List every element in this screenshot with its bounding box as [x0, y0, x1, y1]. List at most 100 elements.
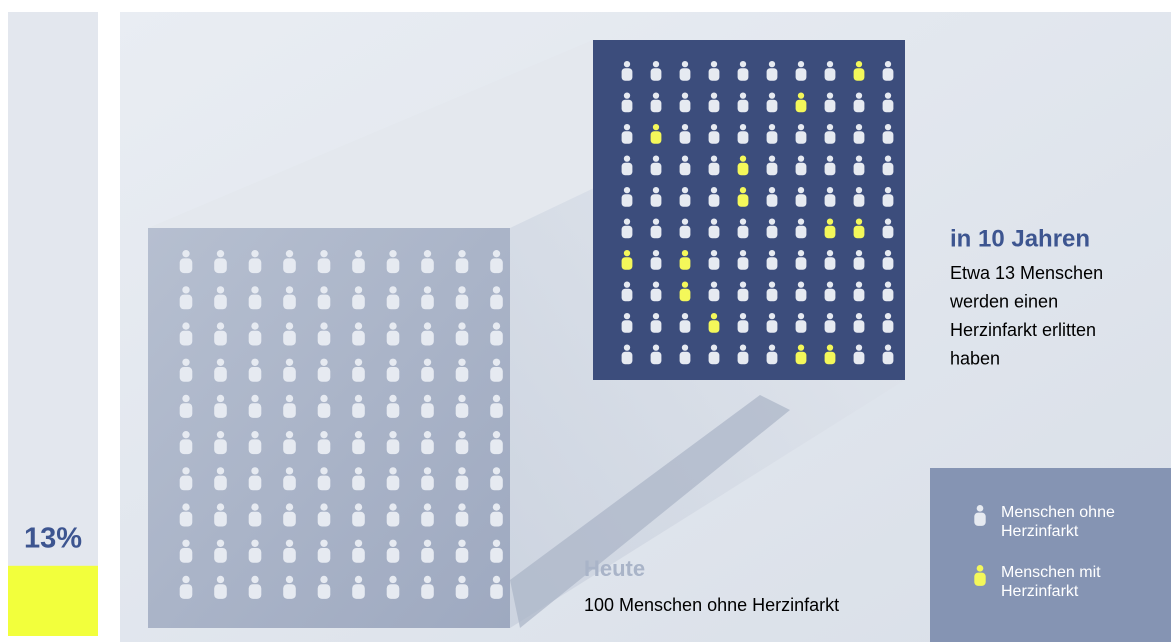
person-head	[389, 358, 397, 366]
person-icon	[679, 218, 691, 239]
person-head	[492, 539, 501, 547]
person-body	[708, 257, 720, 270]
person-head	[739, 250, 747, 257]
person-icon	[386, 467, 400, 491]
person-body	[317, 258, 331, 274]
person-body	[386, 367, 400, 382]
person-head	[652, 187, 660, 194]
person-icon	[352, 575, 365, 599]
person-head	[458, 431, 466, 439]
person-body	[421, 403, 434, 418]
person-head	[285, 539, 294, 547]
person-icon	[283, 322, 296, 346]
person-body	[708, 131, 720, 144]
person-body	[679, 162, 691, 176]
person-icon	[853, 187, 865, 207]
person-body	[679, 257, 691, 270]
person-icon	[882, 313, 894, 333]
person-icon	[766, 218, 778, 239]
person-head	[884, 281, 892, 288]
person-body	[421, 511, 434, 527]
person-head	[826, 187, 834, 194]
person-body	[737, 162, 749, 176]
person-icon	[795, 281, 807, 302]
future-text: Etwa 13 Menschen	[950, 263, 1103, 283]
person-icon	[283, 358, 296, 382]
person-icon	[317, 286, 331, 310]
person-body	[455, 294, 469, 310]
person-head	[623, 92, 631, 99]
person-icon	[352, 250, 365, 274]
legend-text: Menschen mit	[1001, 564, 1101, 581]
person-body	[490, 403, 503, 418]
person-body	[882, 225, 894, 239]
person-head	[423, 322, 432, 330]
person-body	[853, 131, 865, 144]
person-head	[423, 503, 432, 511]
person-head	[354, 431, 363, 439]
person-head	[855, 61, 863, 68]
percent-label: 13%	[24, 523, 82, 555]
person-body	[824, 194, 836, 207]
person-head	[458, 394, 466, 403]
person-icon	[737, 61, 749, 81]
person-icon	[737, 124, 749, 144]
person-head	[320, 394, 328, 403]
person-icon	[179, 467, 193, 491]
person-body	[795, 162, 807, 176]
person-icon	[214, 322, 227, 346]
person-body	[882, 320, 894, 333]
person-head	[623, 250, 631, 257]
person-icon	[824, 250, 836, 270]
person-head	[492, 286, 501, 294]
legend-text: Menschen ohne	[1001, 504, 1115, 521]
person-icon	[766, 313, 778, 333]
person-head	[492, 503, 501, 511]
person-body	[283, 330, 296, 346]
person-body	[737, 99, 749, 113]
person-body	[386, 403, 400, 418]
person-body	[737, 288, 749, 302]
person-head	[389, 539, 397, 547]
person-head	[884, 155, 892, 162]
person-head	[320, 431, 328, 439]
person-icon	[974, 505, 986, 526]
arrow	[510, 395, 790, 628]
person-head	[458, 539, 466, 547]
person-head	[285, 503, 294, 511]
person-body	[214, 258, 227, 274]
person-icon	[853, 218, 865, 239]
legend-text: Herzinfarkt	[1001, 523, 1079, 540]
person-icon	[352, 467, 365, 491]
person-icon	[708, 187, 720, 207]
person-icon	[248, 431, 262, 455]
person-body	[421, 330, 434, 346]
person-body	[853, 225, 865, 239]
person-icon	[766, 92, 778, 113]
person-body	[455, 548, 469, 563]
person-head	[855, 250, 863, 257]
person-body	[283, 294, 296, 310]
person-body	[490, 294, 503, 310]
person-body	[882, 99, 894, 113]
person-icon	[352, 358, 365, 382]
person-body	[766, 99, 778, 113]
person-head	[216, 467, 225, 475]
person-body	[352, 330, 365, 346]
person-icon	[650, 187, 662, 207]
person-icon	[824, 281, 836, 302]
person-icon	[248, 358, 262, 382]
person-head	[710, 218, 718, 225]
person-icon	[248, 467, 262, 491]
person-head	[768, 61, 776, 68]
person-icon	[824, 61, 836, 81]
person-icon	[317, 503, 331, 527]
person-icon	[708, 218, 720, 239]
person-icon	[650, 281, 662, 302]
person-head	[826, 281, 834, 288]
person-body	[283, 367, 296, 382]
person-body	[795, 68, 807, 81]
person-body	[317, 475, 331, 491]
person-body	[421, 294, 434, 310]
person-head	[423, 539, 432, 547]
